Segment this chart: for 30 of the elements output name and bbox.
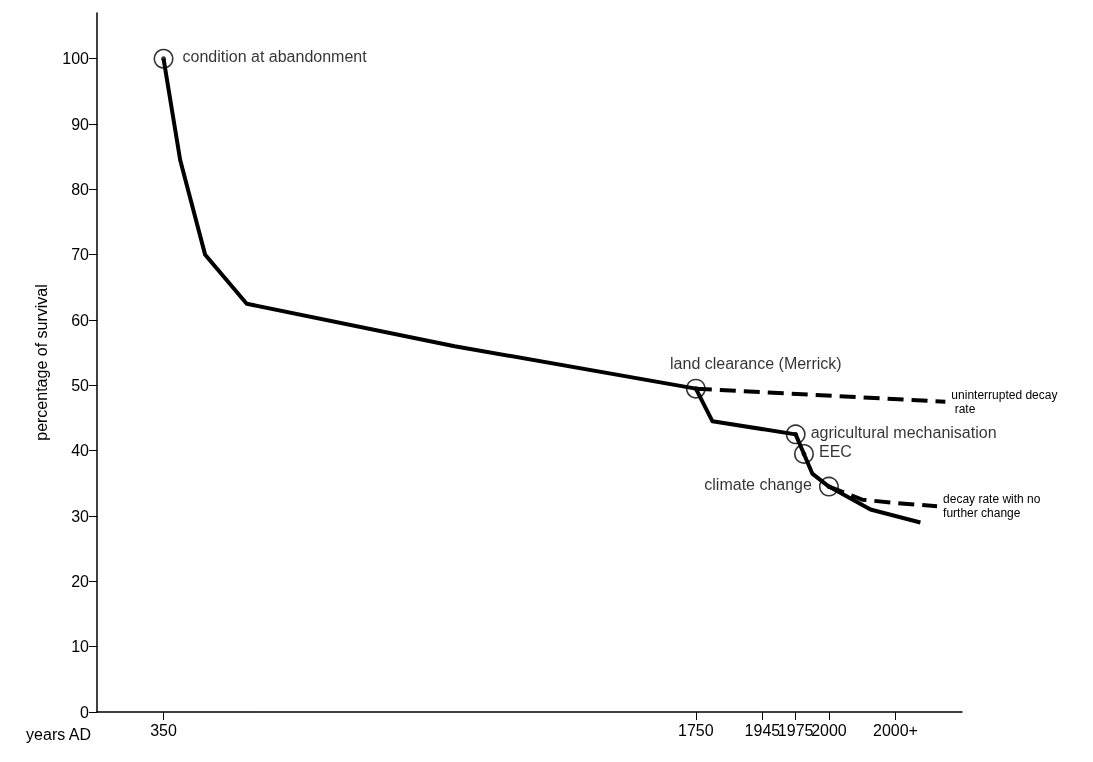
x-axis-title: years AD (26, 725, 91, 743)
point (793, 443, 814, 464)
annotation: condition at abandonment (182, 48, 368, 66)
x-tick-label: 350 (150, 721, 177, 739)
annotation: climate change (704, 476, 813, 494)
annotation: land clearance (Merrick) (670, 355, 842, 373)
x-tick-label: 2000 (811, 721, 847, 739)
series-label: decay rate with no further change (943, 492, 1044, 521)
x-tick-label: 2000+ (872, 721, 918, 739)
point (818, 476, 839, 497)
y-tick-label: 90 (71, 115, 90, 133)
y-tick-label: 40 (71, 442, 90, 460)
x-tick-label: 1945 (744, 721, 781, 739)
x-tick-label: 1750 (678, 721, 714, 739)
y-tick-label: 0 (80, 703, 90, 721)
y-tick-label: 30 (71, 507, 90, 525)
point (153, 48, 174, 69)
point (785, 424, 806, 445)
y-tick-label: 20 (71, 572, 90, 590)
y-tick-label: 70 (71, 246, 90, 264)
y-tick-label: 50 (71, 376, 90, 394)
y-tick-label: 100 (62, 50, 90, 68)
point (685, 378, 706, 399)
annotation: agricultural mechanisation (810, 423, 997, 441)
y-tick-label: 60 (71, 311, 90, 329)
annotation: EEC (818, 443, 852, 461)
y-axis-title: percentage of survival (32, 284, 50, 441)
y-tick-label: 80 (71, 180, 90, 198)
series-label: uninterrupted decay rate (951, 387, 1058, 416)
y-tick-label: 10 (71, 638, 90, 656)
